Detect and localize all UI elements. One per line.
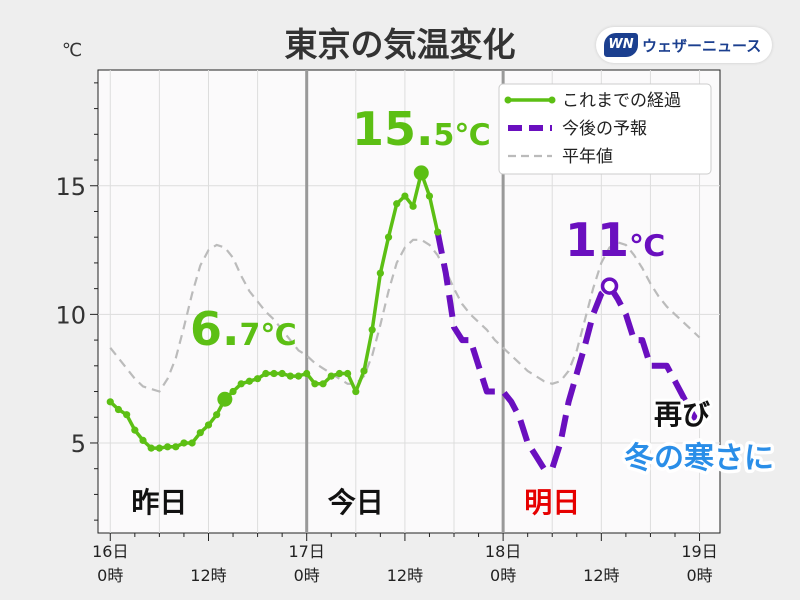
x-tick-label-day: 16日 <box>92 542 128 561</box>
day-label: 昨日 <box>131 486 187 519</box>
observed-point <box>180 439 188 447</box>
observed-point <box>139 436 147 444</box>
callout-line1: 再び <box>654 398 710 431</box>
value-annotation: 11℃ <box>565 213 665 267</box>
series-normal-line <box>109 238 701 393</box>
observed-point <box>253 375 262 383</box>
observed-point <box>319 380 327 388</box>
observed-point <box>376 269 384 277</box>
observed-point <box>327 372 335 380</box>
observed-point <box>114 405 123 414</box>
day-label: 明日 <box>524 486 580 519</box>
highlight-point <box>217 391 233 407</box>
y-tick-label: 5 <box>71 430 86 458</box>
observed-point <box>123 411 131 419</box>
x-tick-label-hour: 12時 <box>583 566 619 585</box>
observed-point <box>409 202 417 210</box>
observed-point <box>303 369 311 378</box>
observed-point <box>294 372 303 380</box>
legend-label-forecast: 今後の予報 <box>562 119 647 139</box>
x-tick-label-hour: 0時 <box>294 566 320 585</box>
day-label: 今日 <box>328 486 384 519</box>
observed-point <box>237 380 245 388</box>
observed-point <box>384 233 393 241</box>
value-annotation: 15.5℃ <box>352 102 491 156</box>
observed-point <box>229 387 237 396</box>
x-tick-label-day: 18日 <box>485 542 521 561</box>
observed-point <box>131 426 139 434</box>
observed-point <box>352 387 360 396</box>
series-forecast-line <box>434 231 703 472</box>
highlight-point <box>413 165 429 181</box>
observed-point <box>401 192 409 200</box>
observed-point <box>278 369 286 378</box>
x-tick-label-hour: 0時 <box>97 566 123 585</box>
observed-point <box>344 369 352 378</box>
x-tick-label-hour: 0時 <box>686 566 712 585</box>
observed-point <box>155 444 163 452</box>
highlight-point-hollow <box>600 277 619 295</box>
x-tick-label-hour: 0時 <box>490 566 516 585</box>
legend-box <box>498 83 712 175</box>
observed-point <box>311 380 319 388</box>
observed-point <box>245 377 254 385</box>
observed-point <box>106 398 114 406</box>
observed-point <box>270 369 278 378</box>
legend-marker <box>504 96 512 104</box>
observed-point <box>286 372 294 380</box>
observed-point <box>172 443 180 451</box>
observed-point <box>188 439 196 447</box>
observed-point <box>360 367 368 375</box>
legend-label-normal: 平年値 <box>562 147 613 167</box>
value-annotation: 6.7℃ <box>190 302 297 356</box>
observed-point <box>204 421 213 429</box>
x-tick-label-day: 19日 <box>681 542 717 561</box>
weathernews-logo: WN ウェザーニュース <box>596 27 772 63</box>
chart-title: 東京の気温変化 <box>285 25 516 64</box>
legend-label-observed: これまでの経過 <box>562 91 681 111</box>
y-tick-label: 10 <box>55 301 86 329</box>
observed-point <box>434 228 442 236</box>
observed-point <box>196 429 204 437</box>
legend-marker <box>548 96 556 104</box>
observed-point <box>425 192 434 200</box>
observed-point <box>213 411 221 419</box>
x-tick-label-day: 17日 <box>289 542 325 561</box>
y-tick-label: 15 <box>55 173 86 201</box>
brand-name: ウェザーニュース <box>642 37 762 55</box>
x-tick-label-hour: 12時 <box>387 566 423 585</box>
observed-point <box>163 443 172 451</box>
y-unit-label: ℃ <box>62 40 82 61</box>
brand-mark: WN <box>604 33 638 57</box>
observed-point <box>393 200 401 208</box>
observed-point <box>368 326 376 334</box>
observed-point <box>147 444 155 452</box>
observed-point <box>262 369 270 378</box>
x-tick-label-hour: 12時 <box>190 566 226 585</box>
observed-point <box>335 369 344 378</box>
callout-line2: 冬の寒さに <box>624 441 774 476</box>
